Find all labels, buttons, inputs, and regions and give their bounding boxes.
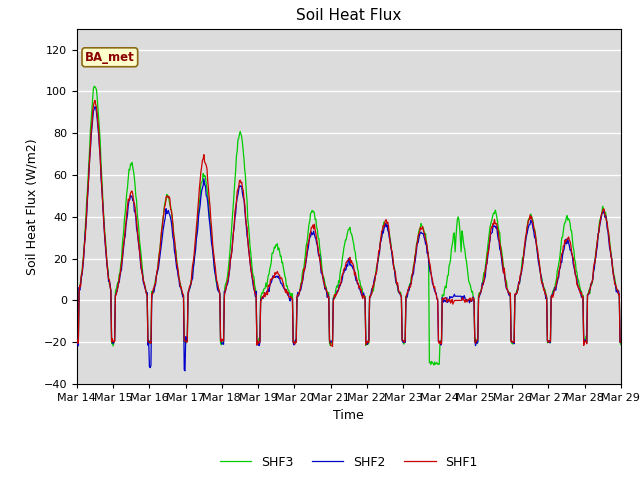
SHF1	[140, 278, 147, 284]
SHF2	[433, 290, 440, 296]
SHF3	[73, 336, 81, 342]
SHF1	[73, 336, 81, 342]
SHF1	[329, 344, 337, 349]
SHF2	[73, 340, 81, 346]
SHF1	[91, 97, 99, 103]
SHF2	[617, 339, 625, 345]
SHF3	[195, 207, 202, 213]
SHF3	[90, 84, 98, 89]
SHF2	[83, 213, 90, 219]
Line: SHF2: SHF2	[77, 107, 621, 371]
SHF1	[417, 225, 424, 230]
SHF1	[195, 197, 202, 203]
Legend: SHF3, SHF2, SHF1: SHF3, SHF2, SHF1	[214, 451, 483, 474]
SHF1	[617, 340, 625, 346]
Line: SHF3: SHF3	[77, 86, 621, 365]
SHF3	[416, 226, 424, 232]
SHF1	[223, 278, 231, 284]
SHF1	[433, 292, 440, 298]
SHF3	[223, 274, 231, 280]
Text: BA_met: BA_met	[85, 51, 134, 64]
SHF3	[617, 342, 625, 348]
X-axis label: Time: Time	[333, 408, 364, 421]
SHF3	[83, 199, 90, 205]
SHF2	[196, 208, 204, 214]
SHF3	[430, 362, 438, 368]
SHF2	[181, 368, 189, 373]
SHF2	[91, 104, 99, 109]
SHF1	[83, 210, 90, 216]
SHF2	[140, 279, 147, 285]
SHF2	[224, 279, 232, 285]
SHF2	[417, 230, 424, 236]
Title: Soil Heat Flux: Soil Heat Flux	[296, 9, 401, 24]
Line: SHF1: SHF1	[77, 100, 621, 347]
SHF3	[140, 278, 147, 284]
SHF3	[433, 361, 440, 367]
Y-axis label: Soil Heat Flux (W/m2): Soil Heat Flux (W/m2)	[25, 138, 38, 275]
